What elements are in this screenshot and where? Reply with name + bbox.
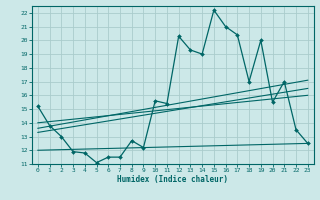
- X-axis label: Humidex (Indice chaleur): Humidex (Indice chaleur): [117, 175, 228, 184]
